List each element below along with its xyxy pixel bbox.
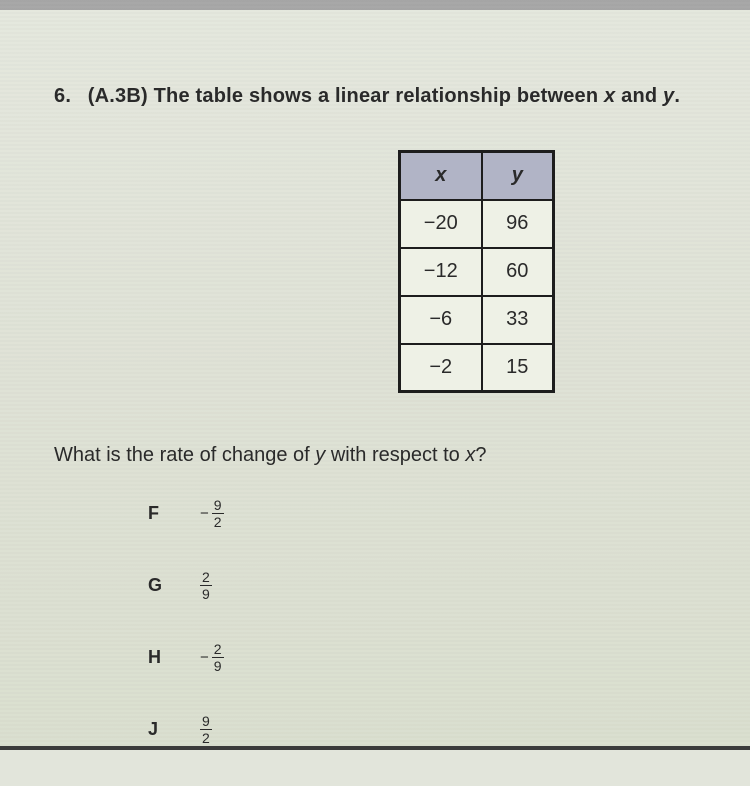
choice-letter: F <box>148 503 200 524</box>
cell-x: −6 <box>400 296 482 344</box>
question-var-y: y <box>663 85 674 107</box>
fraction-denom: 2 <box>214 514 222 529</box>
choice-letter: G <box>148 575 200 596</box>
scanline-overlay <box>0 0 750 750</box>
minus-icon: − <box>200 650 209 665</box>
subq-var-x: x <box>465 444 475 466</box>
choice-G[interactable]: G 2 9 <box>148 570 224 600</box>
cell-x: −2 <box>400 344 482 392</box>
fraction-numer: 2 <box>200 570 212 586</box>
choice-value: − 2 9 <box>200 642 224 673</box>
subq-var-y: y <box>315 444 325 466</box>
fraction: 2 9 <box>200 570 212 601</box>
fraction-numer: 9 <box>200 714 212 730</box>
question-text-3: . <box>674 85 680 107</box>
fraction: 2 9 <box>212 642 224 673</box>
subquestion: What is the rate of change of y with res… <box>54 444 486 467</box>
choice-value: − 9 2 <box>200 498 224 529</box>
data-table-wrap: x y −20 96 −12 60 −6 33 −2 15 <box>398 150 555 393</box>
fraction-numer: 9 <box>212 498 224 514</box>
fraction-numer: 2 <box>212 642 224 658</box>
question-prompt: 6. (A.3B) The table shows a linear relat… <box>54 85 680 108</box>
fraction-denom: 2 <box>202 730 210 745</box>
table-row: −6 33 <box>400 296 554 344</box>
fraction: 9 2 <box>200 714 212 745</box>
cell-x: −20 <box>400 200 482 248</box>
answer-choices: F − 9 2 G 2 9 H − 2 <box>148 498 224 786</box>
worksheet-screen: 6. (A.3B) The table shows a linear relat… <box>0 0 750 750</box>
choice-value: 2 9 <box>200 570 212 601</box>
top-border-bar <box>0 0 750 10</box>
choice-letter: H <box>148 647 200 668</box>
fraction-denom: 9 <box>202 586 210 601</box>
subq-text-2: with respect to <box>325 444 465 466</box>
data-table: x y −20 96 −12 60 −6 33 −2 15 <box>398 150 555 393</box>
choice-H[interactable]: H − 2 9 <box>148 642 224 672</box>
choice-letter: J <box>148 719 200 740</box>
cell-x: −12 <box>400 248 482 296</box>
bottom-border-bar <box>0 746 750 750</box>
table-header-row: x y <box>400 152 554 200</box>
subq-text-1: What is the rate of change of <box>54 444 315 466</box>
table-row: −20 96 <box>400 200 554 248</box>
fraction-denom: 9 <box>214 658 222 673</box>
table-row: −2 15 <box>400 344 554 392</box>
choice-value: 9 2 <box>200 714 212 745</box>
cell-y: 96 <box>482 200 554 248</box>
question-text-2: and <box>615 85 663 107</box>
cell-y: 15 <box>482 344 554 392</box>
question-var-x: x <box>604 85 615 107</box>
subq-text-3: ? <box>475 444 486 466</box>
choice-J[interactable]: J 9 2 <box>148 714 224 744</box>
fraction: 9 2 <box>212 498 224 529</box>
choice-F[interactable]: F − 9 2 <box>148 498 224 528</box>
col-header-y: y <box>482 152 554 200</box>
question-standard: (A.3B) <box>88 85 148 107</box>
question-number: 6. <box>54 85 82 108</box>
question-text-1: The table shows a linear relationship be… <box>154 85 604 107</box>
table-row: −12 60 <box>400 248 554 296</box>
cell-y: 60 <box>482 248 554 296</box>
col-header-x: x <box>400 152 482 200</box>
minus-icon: − <box>200 506 209 521</box>
cell-y: 33 <box>482 296 554 344</box>
